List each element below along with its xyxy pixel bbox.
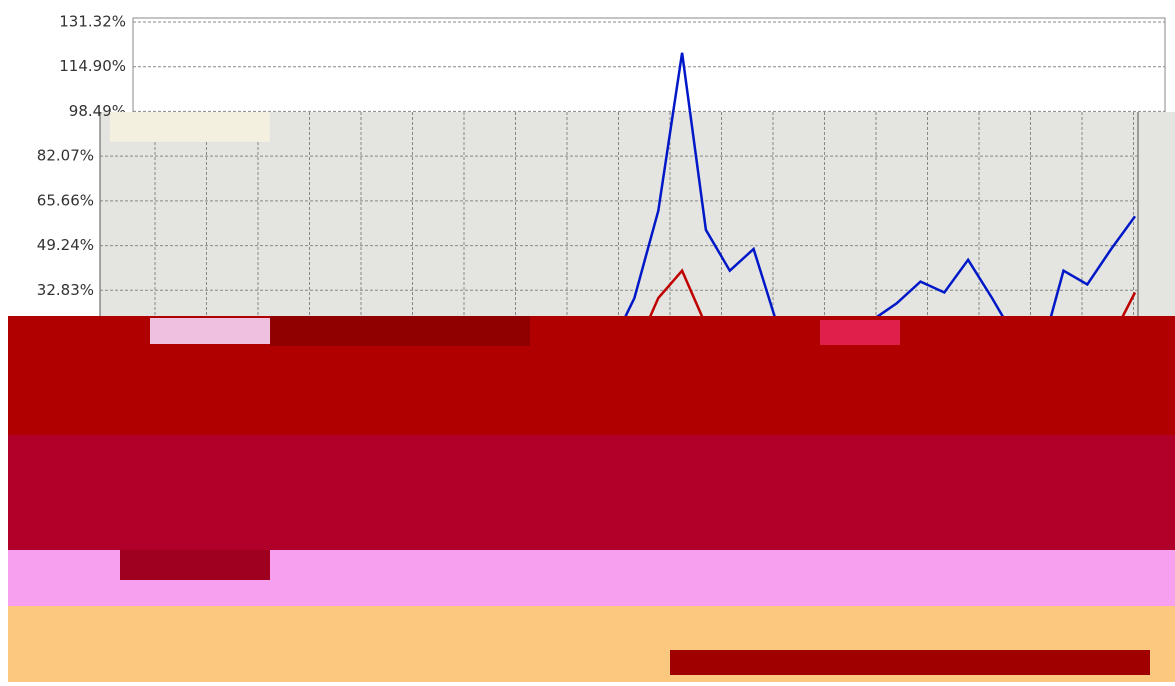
glitch-block (820, 320, 900, 345)
glitch-block (110, 112, 270, 142)
y-tick-label: 49.24% (37, 236, 94, 254)
glitch-block (670, 650, 1150, 675)
glitch-block (8, 435, 1175, 550)
lower-panel (100, 112, 1175, 342)
y-tick-label: 114.90% (59, 57, 126, 75)
y-tick-label: 32.83% (37, 281, 94, 299)
glitch-block (150, 318, 270, 344)
glitch (8, 112, 1175, 682)
y-tick-label: 65.66% (37, 191, 94, 209)
y-tick-label: 131.32% (59, 13, 126, 31)
y-tick-label: 82.07% (37, 147, 94, 165)
glitch-block (270, 316, 530, 346)
glitch-block (120, 550, 270, 580)
